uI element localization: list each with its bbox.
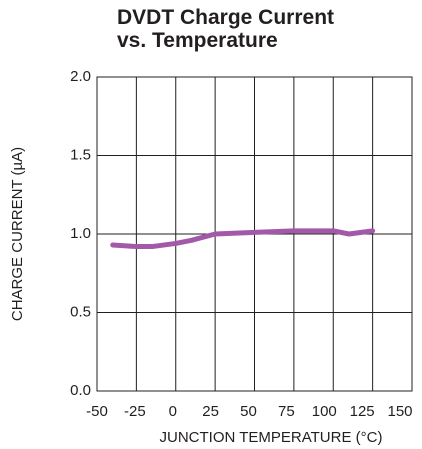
x-tick-label: 125 [350,403,375,420]
x-tick-label: 50 [240,403,257,420]
chart-title: DVDT Charge Current vs. Temperature [117,6,335,52]
x-tick-label: 150 [387,403,412,420]
x-tick-label: 100 [312,403,337,420]
data-line [110,228,376,250]
x-tick-label: 25 [202,403,219,420]
y-tick-label: 0.0 [70,382,91,399]
x-tick-label: -25 [124,403,146,420]
x-tick-label: 75 [278,403,295,420]
y-tick-label: 2.0 [70,68,91,85]
y-tick-label: 1.0 [70,225,91,242]
x-axis-label: JUNCTION TEMPERATURE (°C) [160,429,383,446]
y-tick-label: 0.5 [70,303,91,320]
x-tick-label: -50 [86,403,108,420]
y-tick-label: 1.5 [70,146,91,163]
x-tick-label: 0 [169,403,177,420]
y-axis-label: CHARGE CURRENT (µA) [9,147,26,321]
plot-frame [96,76,413,392]
